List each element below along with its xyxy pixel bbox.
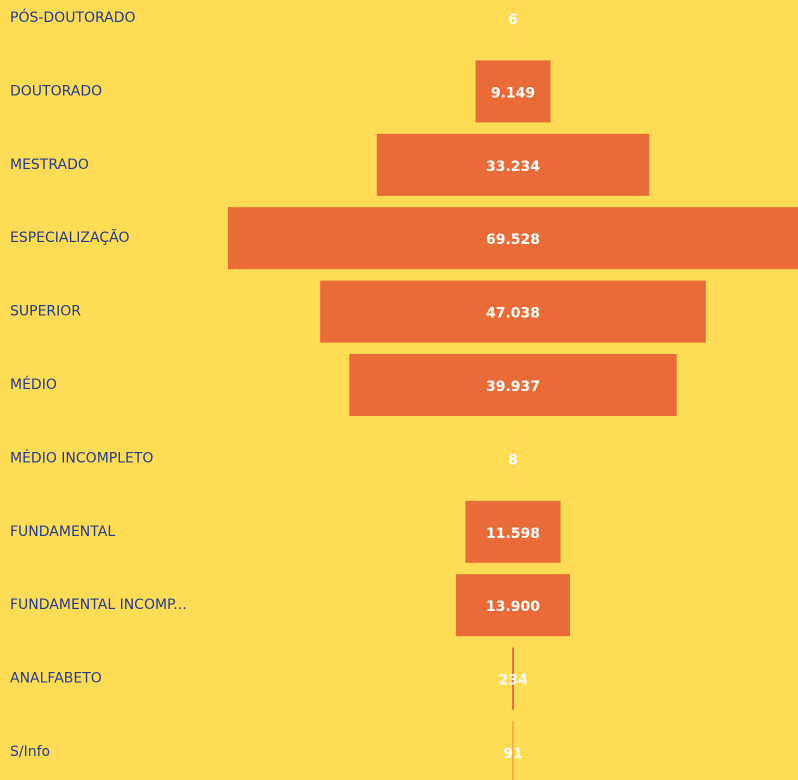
category-label: FUNDAMENTAL INCOMP...: [10, 597, 187, 613]
category-label: PÓS-DOUTORADO: [10, 8, 136, 26]
funnel-bar: [512, 647, 514, 710]
category-label: FUNDAMENTAL: [10, 524, 115, 540]
value-label: 33.234: [486, 159, 540, 175]
funnel-bar: [465, 500, 561, 563]
funnel-bar: [456, 574, 570, 637]
funnel-bar: [512, 721, 514, 780]
value-label: 39.937: [486, 379, 540, 395]
value-label: 69.528: [486, 232, 540, 248]
value-label: 91: [503, 746, 522, 762]
category-label: SUPERIOR: [10, 304, 81, 320]
funnel-bar: [475, 60, 551, 123]
value-label: 11.598: [486, 526, 540, 542]
category-label: ANALFABETO: [10, 671, 102, 687]
value-label: 6: [508, 12, 518, 28]
category-label: MÉDIO INCOMPLETO: [10, 449, 153, 466]
category-label: MESTRADO: [10, 157, 89, 173]
funnel-bar: [228, 207, 798, 270]
value-label: 47.038: [486, 306, 540, 322]
value-label: 8: [508, 452, 518, 468]
category-label: ESPECIALIZAÇÃO: [10, 229, 129, 246]
value-label: 13.900: [486, 599, 540, 615]
funnel-bar: [349, 354, 677, 416]
funnel-bar: [320, 280, 706, 343]
value-label: 9.149: [491, 85, 535, 101]
category-label: DOUTORADO: [10, 83, 102, 99]
value-label: 234: [498, 673, 527, 689]
category-label: MÉDIO: [10, 376, 57, 393]
funnel-bar: [376, 133, 650, 196]
category-label: S/Info: [10, 744, 50, 760]
